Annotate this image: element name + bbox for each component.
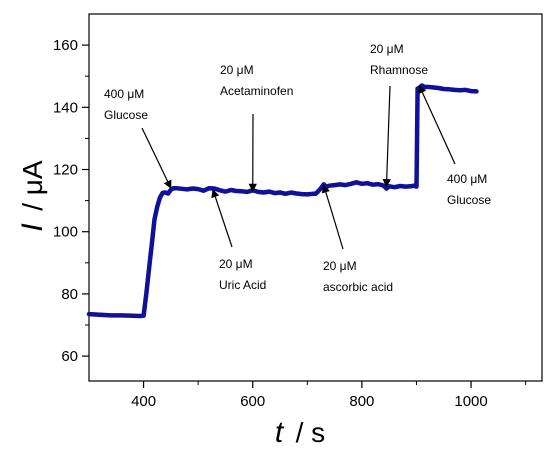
y-tick-label: 160 [53,37,78,54]
annotation-arrow [141,127,172,189]
annotation-line: 20 μM [219,257,253,271]
annotation-line: 400 μM [447,172,487,186]
annotation-arrow [211,188,233,248]
series-line [86,83,479,319]
y-axis-variable: I [16,223,49,231]
x-axis-title: t / s [275,416,325,449]
annotation-line: 20 μM [370,42,404,56]
y-tick-label: 80 [61,286,78,303]
x-axis-variable: t [275,416,285,449]
annotation-line: Uric Acid [219,278,266,292]
annotation-label: 20 μM Acetaminofen [220,63,293,98]
annotation-line: 20 μM [323,259,357,273]
annotation-label: 20 μM Rhamnose [370,42,428,77]
annotation-line: Rhamnose [370,63,428,77]
y-axis-title: I / μA [16,160,49,231]
annotation-label: 400 μM Glucose [447,172,491,207]
y-axis-ticks: 60 80 100 120 140 160 [53,37,89,365]
annotation-line: Acetaminofen [220,84,293,98]
x-tick-label: 1000 [454,393,487,410]
x-axis-ticks: 400 600 800 1000 [131,381,527,410]
y-tick-label: 60 [61,348,78,365]
plot-frame [88,13,543,382]
y-tick-label: 100 [53,224,78,241]
y-tick-label: 120 [53,162,78,179]
x-tick-label: 400 [131,393,156,410]
annotation-label: 400 μM Glucose [104,87,148,122]
annotation-arrow [321,184,344,250]
x-tick-label: 600 [240,393,265,410]
annotation-line: 400 μM [104,87,144,101]
annotation-line: 20 μM [220,63,254,77]
plot-border [88,13,543,382]
x-tick-label: 800 [349,393,374,410]
annotation-arrow [382,85,391,188]
annotation-line: ascorbic acid [323,280,393,294]
y-tick-label: 140 [53,99,78,116]
y-axis-unit: / μA [17,160,48,211]
annotation-line: Glucose [104,108,148,122]
x-axis-unit: / s [296,417,326,448]
series-layer [86,83,479,319]
annotation-line: Glucose [447,193,491,207]
annotation-label: 20 μM Uric Acid [219,257,266,292]
annotation-label: 20 μM ascorbic acid [323,259,393,294]
annotation-layer: 400 μM Glucose 20 μM Acetaminofen 20 μM Uric … [104,42,491,294]
annotation-arrow [418,84,456,165]
